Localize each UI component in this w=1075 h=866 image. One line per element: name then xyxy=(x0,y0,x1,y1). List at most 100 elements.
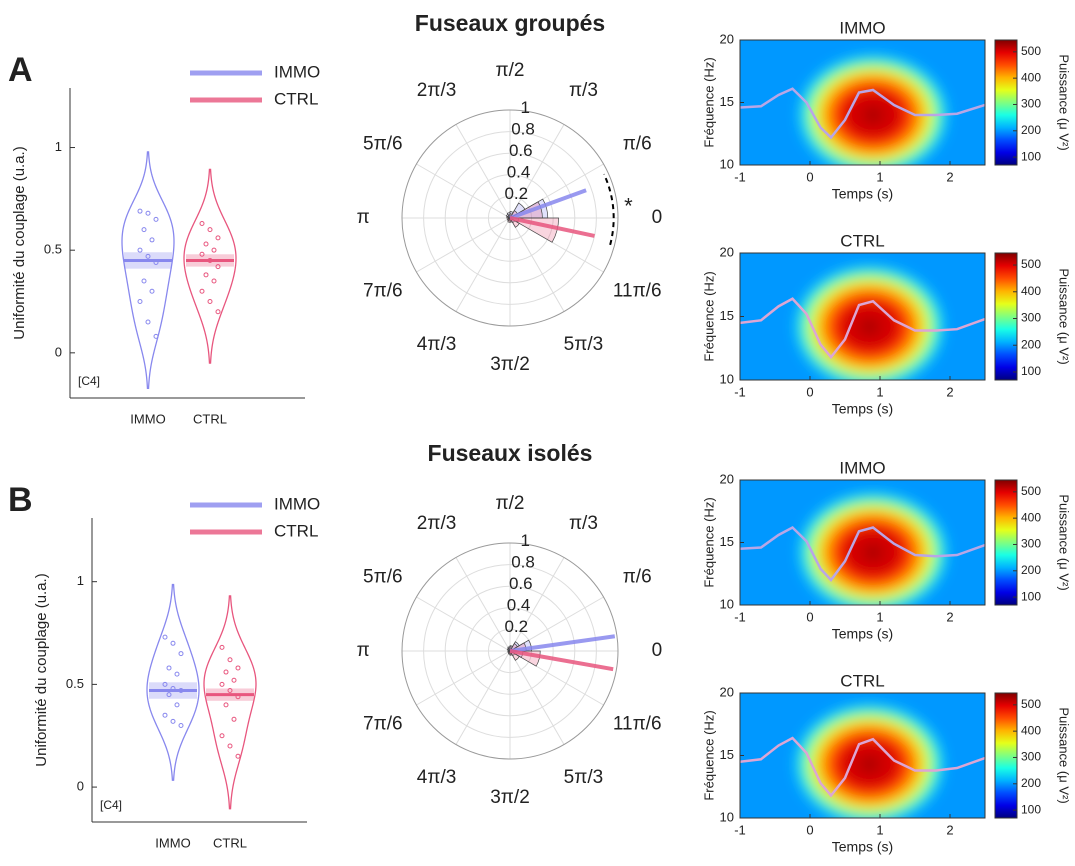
data-point xyxy=(178,722,184,728)
x-tick-label: 2 xyxy=(946,822,953,837)
colorbar-label: Puissance (μ V²) xyxy=(1057,707,1072,803)
colorbar-tick-label: 400 xyxy=(1021,284,1041,298)
theta-tick-label: 5π/3 xyxy=(564,334,604,355)
panel-label: A xyxy=(8,51,33,89)
heatmap-area xyxy=(740,480,985,605)
mean-vector xyxy=(509,216,595,238)
colorbar-tick-label: 200 xyxy=(1021,123,1041,137)
theta-tick-label: 2π/3 xyxy=(417,80,457,101)
data-point xyxy=(137,208,143,214)
colorbar-tick-label: 100 xyxy=(1021,802,1041,816)
significance-label: * xyxy=(624,193,633,218)
x-tick-label: 0 xyxy=(806,169,813,184)
y-tick-label: 0.5 xyxy=(66,676,84,691)
heatmap-blob xyxy=(796,705,943,818)
grid-circle xyxy=(401,542,619,760)
panel-label: B xyxy=(8,481,33,519)
data-point xyxy=(145,319,151,325)
y-axis-label: Fréquence (Hz) xyxy=(701,271,716,361)
colorbar-tick-label: 500 xyxy=(1021,484,1041,498)
theta-tick-label: 7π/6 xyxy=(363,713,403,734)
spoke xyxy=(455,124,511,219)
heatmap-area xyxy=(740,40,985,165)
colorbar-tick-label: 400 xyxy=(1021,723,1041,737)
violin xyxy=(203,595,257,810)
colorbar-tick-label: 500 xyxy=(1021,257,1041,271)
overlay-line xyxy=(740,87,985,140)
colorbar-tick-label: 300 xyxy=(1021,97,1041,111)
grid-circle xyxy=(466,607,554,695)
x-axis-label: Temps (s) xyxy=(832,186,893,202)
heatmap-blob xyxy=(796,267,943,380)
heatmap-blob xyxy=(800,493,946,605)
y-tick-label: 15 xyxy=(720,534,734,549)
theta-tick-label: π xyxy=(357,207,370,228)
heatmap-peak xyxy=(862,320,877,333)
legend-label: CTRL xyxy=(274,521,318,540)
colorbar-tick-label: 400 xyxy=(1021,510,1041,524)
spoke xyxy=(509,217,565,312)
y-tick-label: 10 xyxy=(720,596,734,611)
colorbar xyxy=(994,252,1018,381)
theta-tick-label: π/2 xyxy=(496,60,525,81)
data-point xyxy=(162,712,168,718)
chart-title: IMMO xyxy=(839,458,885,477)
r-tick-label: 0.8 xyxy=(511,120,535,139)
data-point xyxy=(166,692,172,698)
y-tick-label: 10 xyxy=(720,371,734,386)
grid-circle xyxy=(423,131,597,305)
x-tick-label: -1 xyxy=(734,384,746,399)
spoke xyxy=(509,650,565,745)
data-point xyxy=(178,688,184,694)
x-tick-label: 2 xyxy=(946,609,953,624)
data-point xyxy=(231,677,237,683)
theta-tick-label: π/6 xyxy=(623,567,652,588)
data-point xyxy=(227,688,233,694)
data-point xyxy=(141,278,147,284)
y-axis-label: Fréquence (Hz) xyxy=(701,57,716,147)
data-point xyxy=(207,227,213,233)
theta-tick-label: π/2 xyxy=(496,493,525,514)
y-tick-label: 15 xyxy=(720,308,734,323)
data-point xyxy=(215,264,221,270)
colorbar-label: Puissance (μ V²) xyxy=(1057,268,1072,364)
x-tick-label: 1 xyxy=(876,609,883,624)
y-tick-label: 15 xyxy=(720,747,734,762)
data-point xyxy=(153,260,159,266)
colorbar-tick-label: 300 xyxy=(1021,311,1041,325)
legend-label: IMMO xyxy=(274,494,320,513)
data-point xyxy=(219,733,225,739)
y-tick-label: 20 xyxy=(720,31,734,46)
colorbar-tick-label: 300 xyxy=(1021,750,1041,764)
x-tick-label: CTRL xyxy=(193,411,227,426)
y-tick-label: 10 xyxy=(720,809,734,824)
x-tick-label: 2 xyxy=(946,169,953,184)
x-tick-label: 0 xyxy=(806,384,813,399)
colorbar-label: Puissance (μ V²) xyxy=(1057,54,1072,150)
theta-tick-label: 11π/6 xyxy=(613,280,662,301)
annotation: [C4] xyxy=(100,798,122,812)
theta-tick-label: π/3 xyxy=(569,513,598,534)
mean-vector xyxy=(509,634,616,653)
r-tick-label: 0.8 xyxy=(511,553,535,572)
r-tick-label: 0.4 xyxy=(507,163,531,182)
colorbar xyxy=(994,692,1018,819)
violin xyxy=(146,583,200,781)
spoke xyxy=(416,217,511,273)
colorbar-tick-label: 500 xyxy=(1021,697,1041,711)
r-tick-label: 0.2 xyxy=(504,184,528,203)
data-point xyxy=(231,716,237,722)
theta-tick-label: π/6 xyxy=(623,134,652,155)
legend-label: CTRL xyxy=(274,89,318,108)
theta-tick-label: 11π/6 xyxy=(613,713,662,734)
mean-vector xyxy=(509,649,614,672)
chart-title: Fuseaux isolés xyxy=(428,440,593,466)
data-point xyxy=(170,685,176,691)
theta-tick-label: 0 xyxy=(652,640,663,661)
data-point xyxy=(174,702,180,708)
theta-tick-label: 3π/2 xyxy=(490,787,530,808)
data-point xyxy=(211,247,217,253)
violin xyxy=(183,168,237,364)
x-axis-label: Temps (s) xyxy=(832,401,893,417)
